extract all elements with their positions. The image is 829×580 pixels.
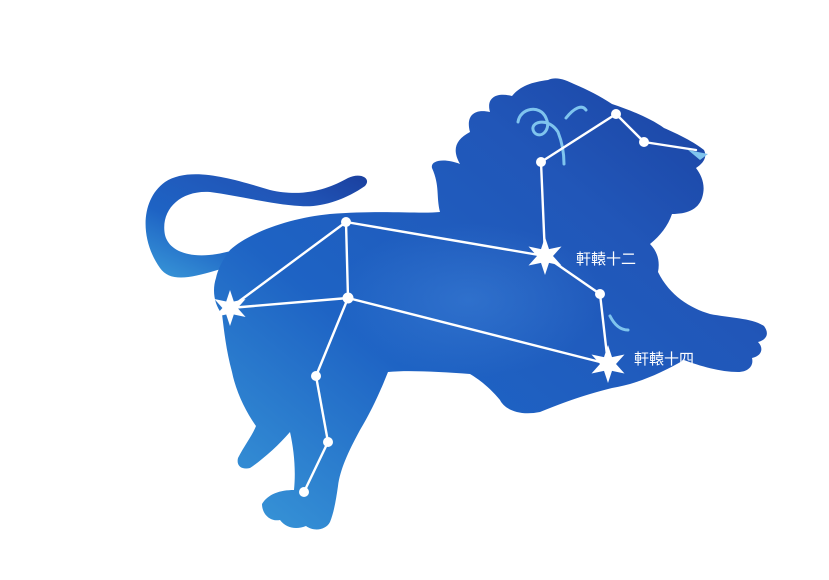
star-label-14: 軒轅十四: [634, 350, 694, 368]
star-dot: [311, 371, 321, 381]
constellation-dots: [299, 109, 649, 497]
star-dot: [639, 137, 649, 147]
star-dot: [342, 292, 354, 304]
line-segment: [344, 220, 350, 300]
constellation-lines: [228, 112, 698, 494]
line-segment: [228, 296, 350, 310]
star-dot: [595, 289, 605, 299]
line-segment: [228, 220, 348, 310]
line-segment: [539, 112, 618, 164]
bright-star-14: [591, 345, 625, 383]
line-segment: [614, 112, 646, 144]
line-segment: [642, 140, 698, 152]
star-dot: [323, 437, 333, 447]
lion-tail: [145, 174, 368, 278]
muzzle-accent: [688, 150, 708, 160]
leg-accent-curve: [608, 314, 630, 332]
line-segment: [302, 440, 330, 494]
line-segment: [344, 220, 547, 258]
star-dot: [611, 109, 621, 119]
star-dot: [536, 157, 546, 167]
bright-stars: [214, 237, 625, 383]
bright-star-tail: [214, 290, 246, 326]
mane-accent-curve: [516, 107, 566, 166]
line-segment: [346, 296, 610, 366]
star-dot: [341, 217, 351, 227]
line-segment: [314, 374, 330, 444]
bright-star-regulus: [528, 237, 562, 275]
mane-accent-swirl: [564, 105, 588, 120]
regulus-label: 軒轅十二: [576, 250, 636, 268]
line-segment: [314, 296, 350, 378]
star-dot: [299, 487, 309, 497]
